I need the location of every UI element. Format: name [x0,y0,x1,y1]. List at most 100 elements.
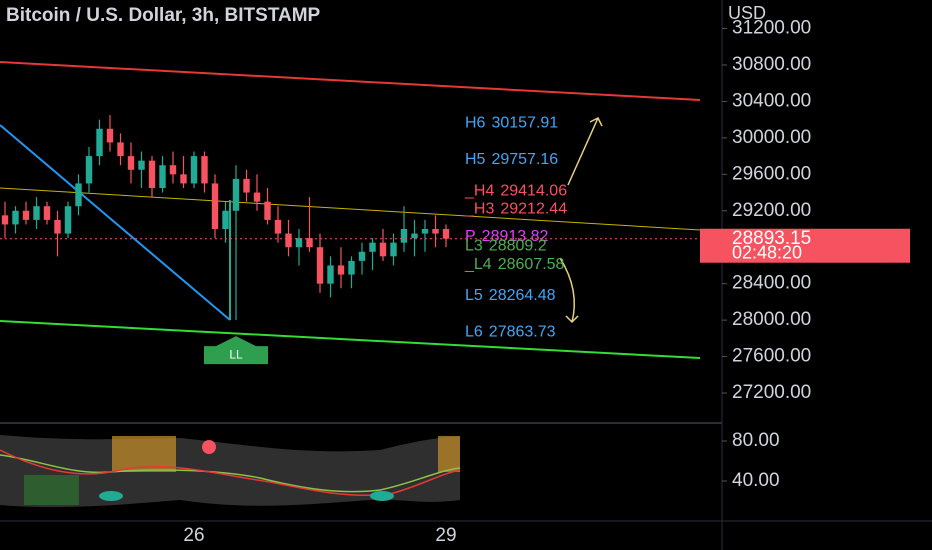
candle-body [400,228,408,243]
last-price-box [700,228,910,263]
pivot-label: L6 27863.73 [465,324,556,341]
indicator-zone [112,436,176,472]
pivot-label: P 28913.82 [465,228,549,245]
candle-body [75,183,82,207]
pivot-name: L3 [465,238,483,255]
pivot-name: P [465,228,476,245]
pivot-value: 29414.06 [500,182,567,199]
indicator-zone [438,436,460,472]
indicator-line [0,449,461,496]
candle-body [348,260,355,275]
candle-body [264,201,271,220]
pivot-name: H5 [465,151,486,168]
candle-body [64,206,72,234]
pivot-value: 28913.82 [482,228,549,245]
candle-body [327,265,334,284]
y2-tick-label: 80.00 [732,430,780,451]
pivot-value: 27863.73 [489,324,556,341]
candle-body [232,178,240,211]
candle-body [243,178,250,193]
candle-body [432,228,439,234]
candle-body [106,128,114,143]
candle-body [169,165,177,175]
indicator-dot [370,491,394,501]
pivot-name: _H4 [464,182,494,199]
pivot-label: _H3 29212.44 [464,201,567,218]
pivot-label: L5 28264.48 [465,287,556,304]
candle-body [201,156,208,184]
candle-body [390,242,397,257]
candle-body [295,238,303,248]
candle-body [253,192,261,202]
currency-label: USD [728,3,766,23]
candle-body [379,242,387,257]
y-tick-label: 31200.00 [732,18,811,39]
pivot-name: L5 [465,287,483,304]
candle-body [222,210,229,229]
pivot-value: 30157.91 [491,115,558,132]
candle-body [411,233,418,239]
arrow-up [567,116,603,186]
candle-body [442,228,450,239]
candle-body [337,265,345,275]
candle-body [369,242,376,252]
pivot-value: 28809.2 [489,238,547,255]
trend-line [0,187,701,231]
x-tick-label: 29 [435,525,456,546]
marker-label: LL [229,347,243,361]
candle-body [180,174,187,184]
last-price-label: 28893.15 [732,228,811,249]
candle-body [306,238,313,248]
channel-top [0,61,701,101]
indicator-dot [99,491,123,501]
y-tick-label: 27200.00 [732,382,811,403]
pivot-label: H6 30157.91 [465,115,558,132]
pivot-value: 29757.16 [491,151,558,168]
zigzag [0,124,231,321]
candle-body [117,142,124,157]
pivot-value: 29212.44 [500,201,567,218]
candle-body [22,210,30,220]
candle-body [54,219,61,234]
candle-body [148,160,156,188]
y-tick-label: 27600.00 [732,346,811,367]
candle-body [12,210,19,225]
pivot-value: 28264.48 [489,287,556,304]
chart-title: Bitcoin / U.S. Dollar, 3h, BITSTAMP [6,5,321,26]
x-tick-label: 26 [183,525,204,546]
indicator-dot [202,440,216,454]
channel-bottom [0,320,701,359]
candle-body [211,183,219,229]
indicator-zone [24,475,79,505]
pivot-label: H5 29757.16 [465,151,558,168]
candle-body [96,128,103,157]
y-tick-label: 30800.00 [732,54,811,75]
y-tick-label: 30000.00 [732,127,811,148]
countdown-label: 02:48:20 [732,242,802,262]
candle-body [159,165,166,188]
candle-body [421,228,429,234]
candle-body [33,206,40,220]
pivot-name: H6 [465,115,486,132]
candle-body [43,206,51,220]
candle-body [190,156,198,184]
pivot-label: L3 28809.2 [465,238,547,255]
candle-body [358,251,366,261]
y2-tick-label: 40.00 [732,470,780,491]
pivot-label: _L4 28607.58 [464,256,565,273]
pivot-label: _H4 29414.06 [464,182,567,199]
pivot-name: _H3 [464,201,494,218]
pivot-name: L6 [465,324,483,341]
candle-body [274,219,282,234]
candle-body [1,215,9,225]
candle-body [316,247,324,284]
marker-shape [204,336,268,365]
pivot-name: _L4 [464,256,492,273]
y-tick-label: 29200.00 [732,200,811,221]
y-tick-label: 28000.00 [732,309,811,330]
y-tick-label: 28400.00 [732,273,811,294]
candle-body [138,160,145,170]
pivot-value: 28607.58 [498,256,565,273]
